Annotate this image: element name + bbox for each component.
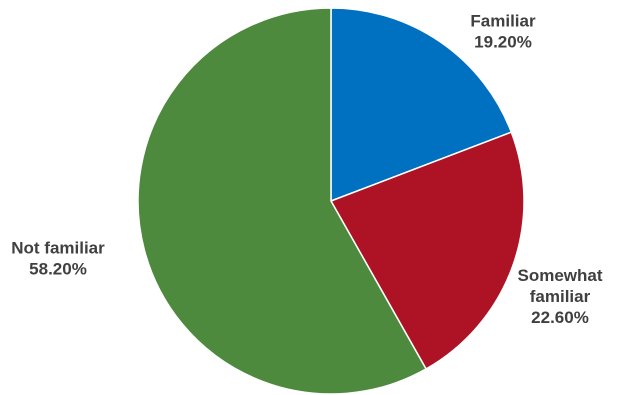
slice-category-label: familiar	[530, 287, 591, 306]
pie-slice-familiar	[330, 7, 513, 203]
slice-value-label: 58.20%	[29, 260, 87, 279]
slice-label-familiar: Familiar 19.20%	[470, 12, 536, 52]
slice-value-label: 19.20%	[474, 33, 532, 52]
slice-category-label: Familiar	[470, 12, 536, 31]
slice-value-label: 22.60%	[531, 308, 589, 327]
labels-layer: Familiar 19.20% Somewhat familiar 22.60% Not …	[11, 12, 603, 328]
slices-layer	[137, 7, 525, 395]
slice-category-label: Not familiar	[11, 239, 105, 258]
pie-slice-not-familiar	[137, 7, 428, 395]
slice-label-not-familiar: Not familiar 58.20%	[11, 239, 105, 279]
pie-slice-somewhat-familiar	[329, 131, 525, 370]
slice-category-label: Somewhat	[517, 266, 602, 285]
slice-label-somewhat-familiar: Somewhat familiar 22.60%	[517, 266, 602, 327]
